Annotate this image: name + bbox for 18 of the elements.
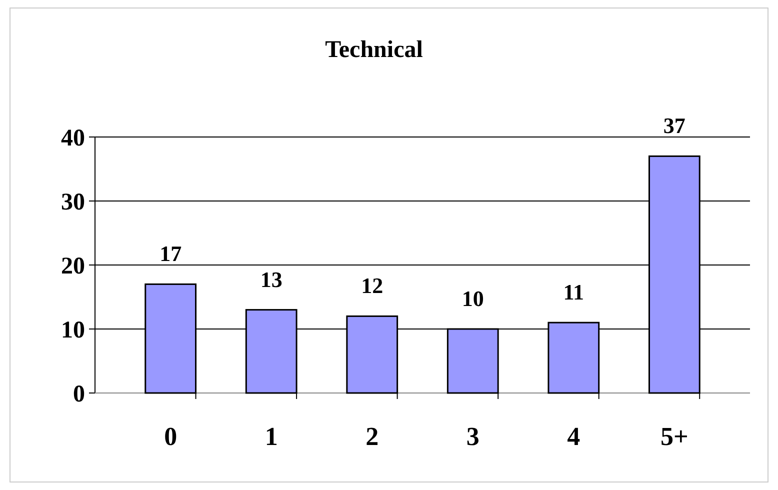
data-label: 37 [663,113,686,138]
x-tick-label: 4 [567,422,580,451]
y-tick-label: 30 [61,189,85,216]
y-tick-label: 40 [61,125,85,152]
x-tick-label: 2 [366,422,379,451]
y-tick-label: 10 [61,317,85,344]
x-tick-label: 1 [264,422,278,451]
data-label: 11 [563,280,584,305]
data-label: 10 [462,286,484,311]
y-tick-label: 0 [73,381,85,408]
y-tick-label: 20 [61,253,85,280]
x-tick-label: 0 [164,422,178,451]
chart-title: Technical [325,37,424,63]
x-tick-label: 5+ [660,422,688,451]
x-tick-label: 3 [466,422,480,451]
data-label: 13 [260,266,282,292]
data-label: 12 [361,273,384,298]
data-label: 17 [160,241,182,266]
